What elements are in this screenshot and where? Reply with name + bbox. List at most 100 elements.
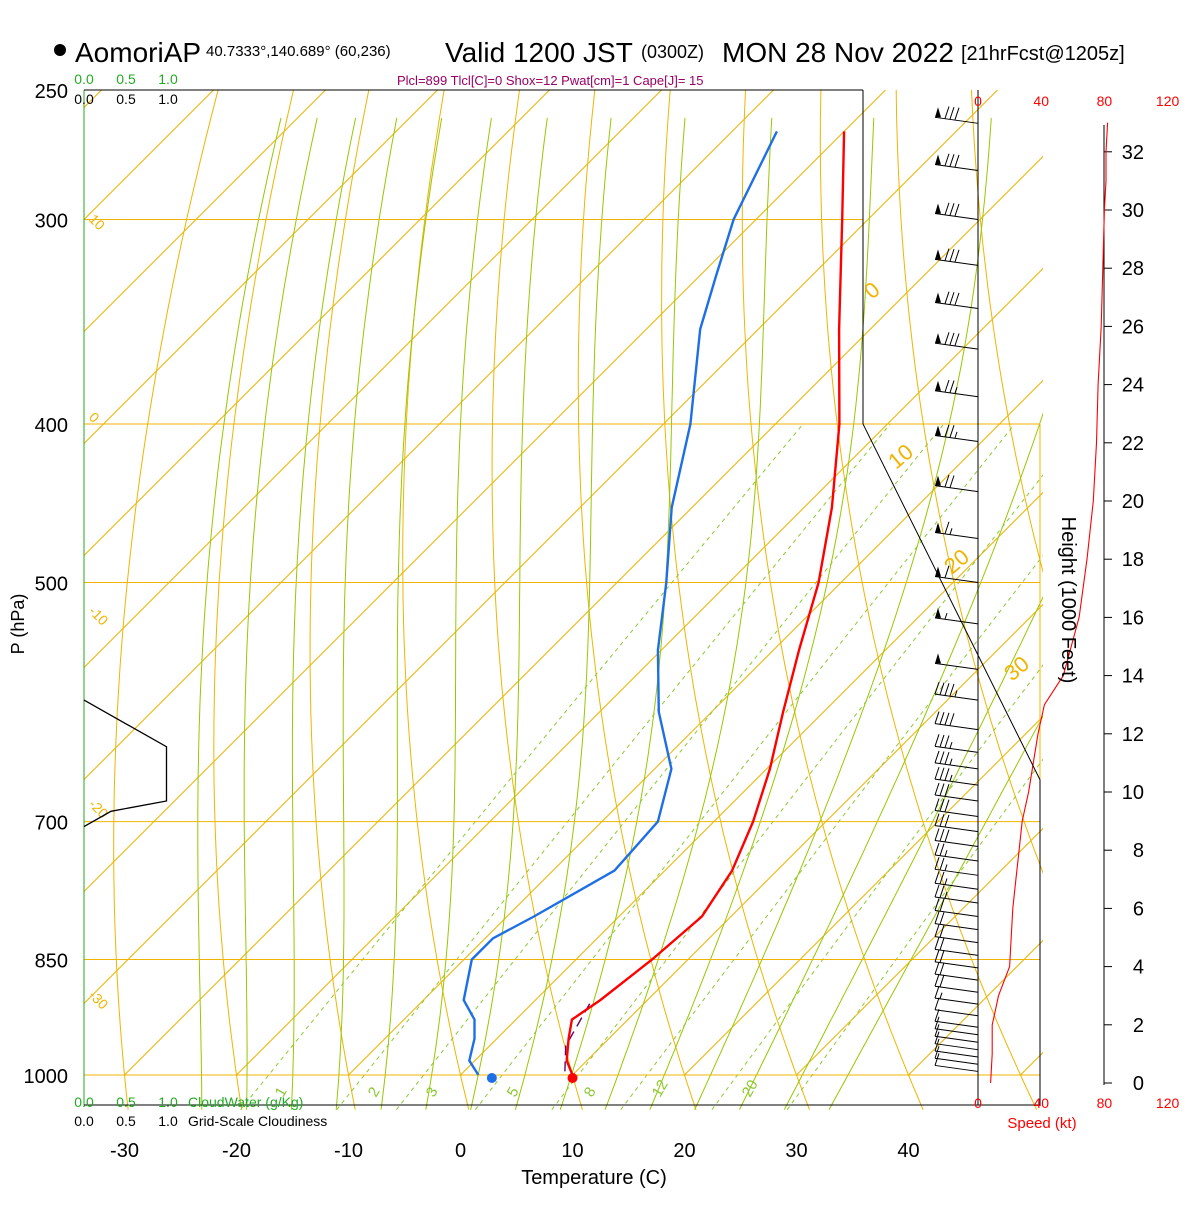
speed-tick-bottom: 0 [974,1095,982,1111]
barb-feather [955,293,959,305]
height-tick-label: 4 [1133,957,1144,979]
barb-pennant [935,249,941,259]
height-tick-label: 16 [1122,607,1144,629]
wind-barb [935,682,978,700]
barb-pennant [935,608,941,618]
barb-feather [950,203,954,215]
barb-staff [935,1010,978,1016]
barb-feather [940,814,944,826]
barb-staff [935,1051,978,1057]
cloudiness-tick-top: 1.0 [158,91,178,107]
barb-pennant [935,425,941,435]
barb-feather [945,736,949,748]
barb-feather [950,333,954,345]
barb-feather [935,829,939,841]
dry-adiabat-line [114,90,218,1110]
barb-staff [935,259,978,265]
barb-feather [940,735,944,747]
barb-feather [940,963,944,975]
barb-feather [940,858,944,870]
barb-feather [945,107,949,119]
barb-feather [940,844,944,856]
moist-adiabat-line [198,118,281,1110]
height-tick-label: 24 [1122,375,1144,397]
dry-adiabat-label: -30 [86,987,112,1013]
barb-staff [935,343,978,349]
mixing-ratio-label: 5 [504,1084,523,1100]
barb-staff [935,117,978,123]
height-tick-label: 18 [1122,549,1144,571]
barb-feather [950,154,954,166]
barb-feather [945,380,949,392]
barb-staff [935,937,978,943]
barb-staff [935,998,978,1004]
wind-barb [935,998,978,1016]
barb-staff [935,1065,978,1071]
cloudwater-tick-bottom: 0.0 [74,1094,94,1110]
pressure-tick-label: 850 [35,951,68,973]
cloudwater-tick-top: 0.0 [74,71,94,87]
moist-adiabat-line [244,118,317,1110]
barb-half-feather [950,775,952,781]
moist-adiabat-line [560,118,685,1110]
barb-staff [935,883,978,889]
barb-pennant [935,107,941,117]
barb-feather [945,800,949,812]
mixing-ratio-line [552,424,1084,1110]
moist-adiabat-line [829,118,1200,1110]
pressure-tick-label: 250 [35,81,68,103]
temperature-tick-label: 30 [785,1140,807,1162]
height-axis-label: Height (1000 Feet) [1057,517,1079,684]
barb-feather [945,768,949,780]
mixing-ratio-label: 2 [365,1084,384,1100]
barb-pennant [935,381,941,391]
barb-staff [935,841,978,847]
cloudwater-tick-top: 1.0 [158,71,178,87]
wind-barb [935,380,978,397]
wind-barb [935,249,978,266]
barb-half-feather [950,528,952,534]
moist-adiabat-label: 30 [999,651,1034,686]
dry-adiabat-line [742,90,923,1110]
barb-feather [940,938,944,950]
barb-staff [935,869,978,875]
temperature-tick-label: 0 [455,1140,466,1162]
dry-adiabat-line [972,90,1200,1110]
mixing-ratio-line [241,424,804,1110]
wind-barb [935,712,978,730]
wind-barb [935,107,978,124]
barb-feather [950,292,954,304]
barb-feather [935,767,939,779]
surface-temperature-dot [568,1073,578,1083]
wind-barb [935,1017,978,1035]
forecast-run: [21hrFcst@1205z] [961,43,1125,65]
barb-staff [935,391,978,397]
barb-feather [945,522,949,534]
height-tick-label: 12 [1122,724,1144,746]
station-name: AomoriAP [75,37,201,68]
barb-staff [935,724,978,730]
barb-staff [935,1029,978,1035]
height-tick-label: 6 [1133,898,1144,920]
barb-feather [945,713,949,725]
params-line: Plcl=899 Tlcl[C]=0 Shox=12 Pwat[cm]=1 Ca… [397,73,704,88]
moist-adiabat-label: 20 [939,544,974,579]
speed-tick-top: 0 [974,93,982,109]
barb-feather [950,107,954,119]
barb-pennant [935,333,941,343]
station-coords: 40.7333°,140.689° (60,236) [206,43,391,60]
dewpoint-profile [464,131,777,1075]
zulu-time: (0300Z) [641,42,704,62]
barb-half-feather [945,865,947,871]
y-axis-label: P (hPa) [8,594,28,655]
barb-feather [940,912,944,924]
barb-feather [955,204,959,216]
dry-adiabat-line [578,90,696,1110]
barb-feather [935,885,939,897]
grid-clipped [0,90,1200,1110]
barb-staff [935,974,978,980]
pressure-tick-label: 700 [35,813,68,835]
height-tick-label: 0 [1133,1073,1144,1095]
wind-barb [935,332,978,349]
moist-adiabat-label: 10 [883,439,918,474]
